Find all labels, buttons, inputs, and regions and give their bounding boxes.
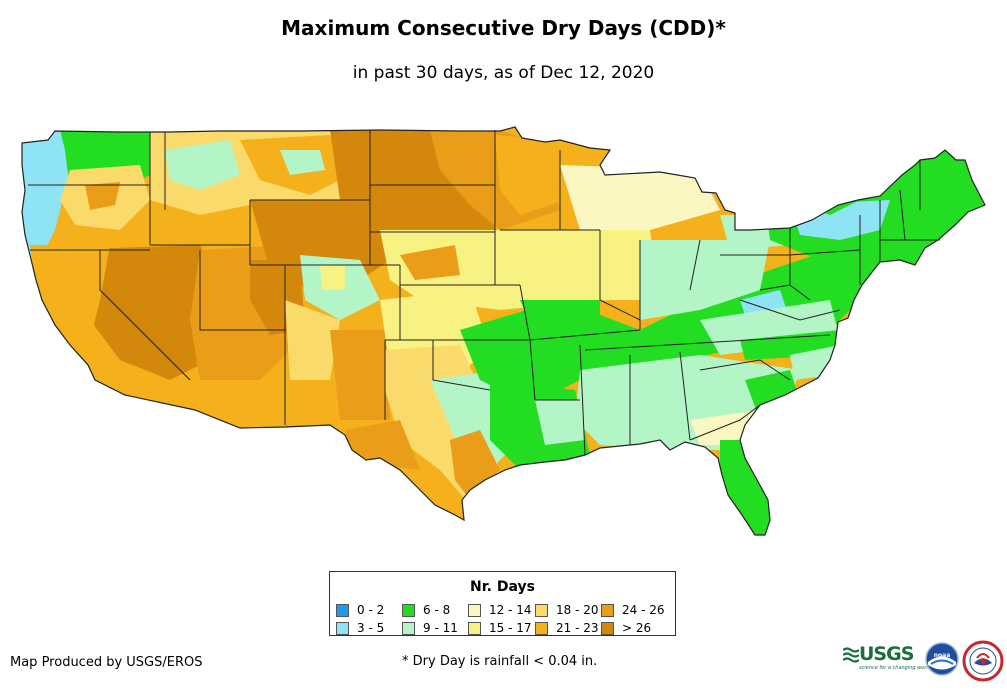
legend-grid: 0 - 2 3 - 5 6 - 8 9 - 11 12 - 14 15 - 17… <box>336 601 667 637</box>
legend-swatch <box>601 603 614 617</box>
legend-item-21-23: 21 - 23 <box>535 619 601 637</box>
legend-item-15-17: 15 - 17 <box>468 619 535 637</box>
legend-swatch <box>336 603 349 617</box>
legend-label: 24 - 26 <box>622 603 665 617</box>
legend-item-12-14: 12 - 14 <box>468 601 535 619</box>
map-subtitle: in past 30 days, as of Dec 12, 2020 <box>352 63 655 83</box>
map-credit: Map Produced by USGS/EROS <box>10 655 203 670</box>
usgs-wordmark: USGS <box>859 643 914 665</box>
legend-swatch <box>336 621 349 635</box>
legend-item-0-2: 0 - 2 <box>336 601 402 619</box>
legend-item-24-26: 24 - 26 <box>601 601 667 619</box>
legend-label: 0 - 2 <box>357 603 385 617</box>
legend-swatch <box>468 603 481 617</box>
legend-item-18-20: 18 - 20 <box>535 601 601 619</box>
svg-text:noaa: noaa <box>934 652 951 659</box>
usgs-waves-icon <box>843 647 859 663</box>
legend-item-9-11: 9 - 11 <box>402 619 468 637</box>
legend-swatch <box>468 621 481 635</box>
legend-item-3-5: 3 - 5 <box>336 619 402 637</box>
legend-label: 9 - 11 <box>423 621 458 635</box>
map-title: Maximum Consecutive Dry Days (CDD)* <box>281 16 726 40</box>
legend-title: Nr. Days <box>470 579 535 595</box>
legend-label: 21 - 23 <box>556 621 599 635</box>
legend-label: 15 - 17 <box>489 621 532 635</box>
legend-item-gt-26: > 26 <box>601 619 667 637</box>
legend-label: 3 - 5 <box>357 621 385 635</box>
legend-swatch <box>402 621 415 635</box>
legend-swatch <box>601 621 614 635</box>
usgs-logo: USGS science for a changing world <box>843 643 931 673</box>
nws-logo-icon <box>962 640 1004 682</box>
legend: Nr. Days 0 - 2 3 - 5 6 - 8 9 - 11 12 - 1… <box>329 571 676 636</box>
legend-label: > 26 <box>622 621 652 635</box>
us-cdd-map <box>21 126 986 536</box>
legend-swatch <box>535 621 548 635</box>
legend-label: 18 - 20 <box>556 603 599 617</box>
usgs-tagline: science for a changing world <box>859 665 931 671</box>
dry-day-footnote: * Dry Day is rainfall < 0.04 in. <box>402 654 598 669</box>
legend-label: 6 - 8 <box>423 603 451 617</box>
legend-item-6-8: 6 - 8 <box>402 601 468 619</box>
legend-swatch <box>402 603 415 617</box>
noaa-logo-icon: noaa <box>925 642 959 676</box>
legend-label: 12 - 14 <box>489 603 532 617</box>
legend-swatch <box>535 603 548 617</box>
